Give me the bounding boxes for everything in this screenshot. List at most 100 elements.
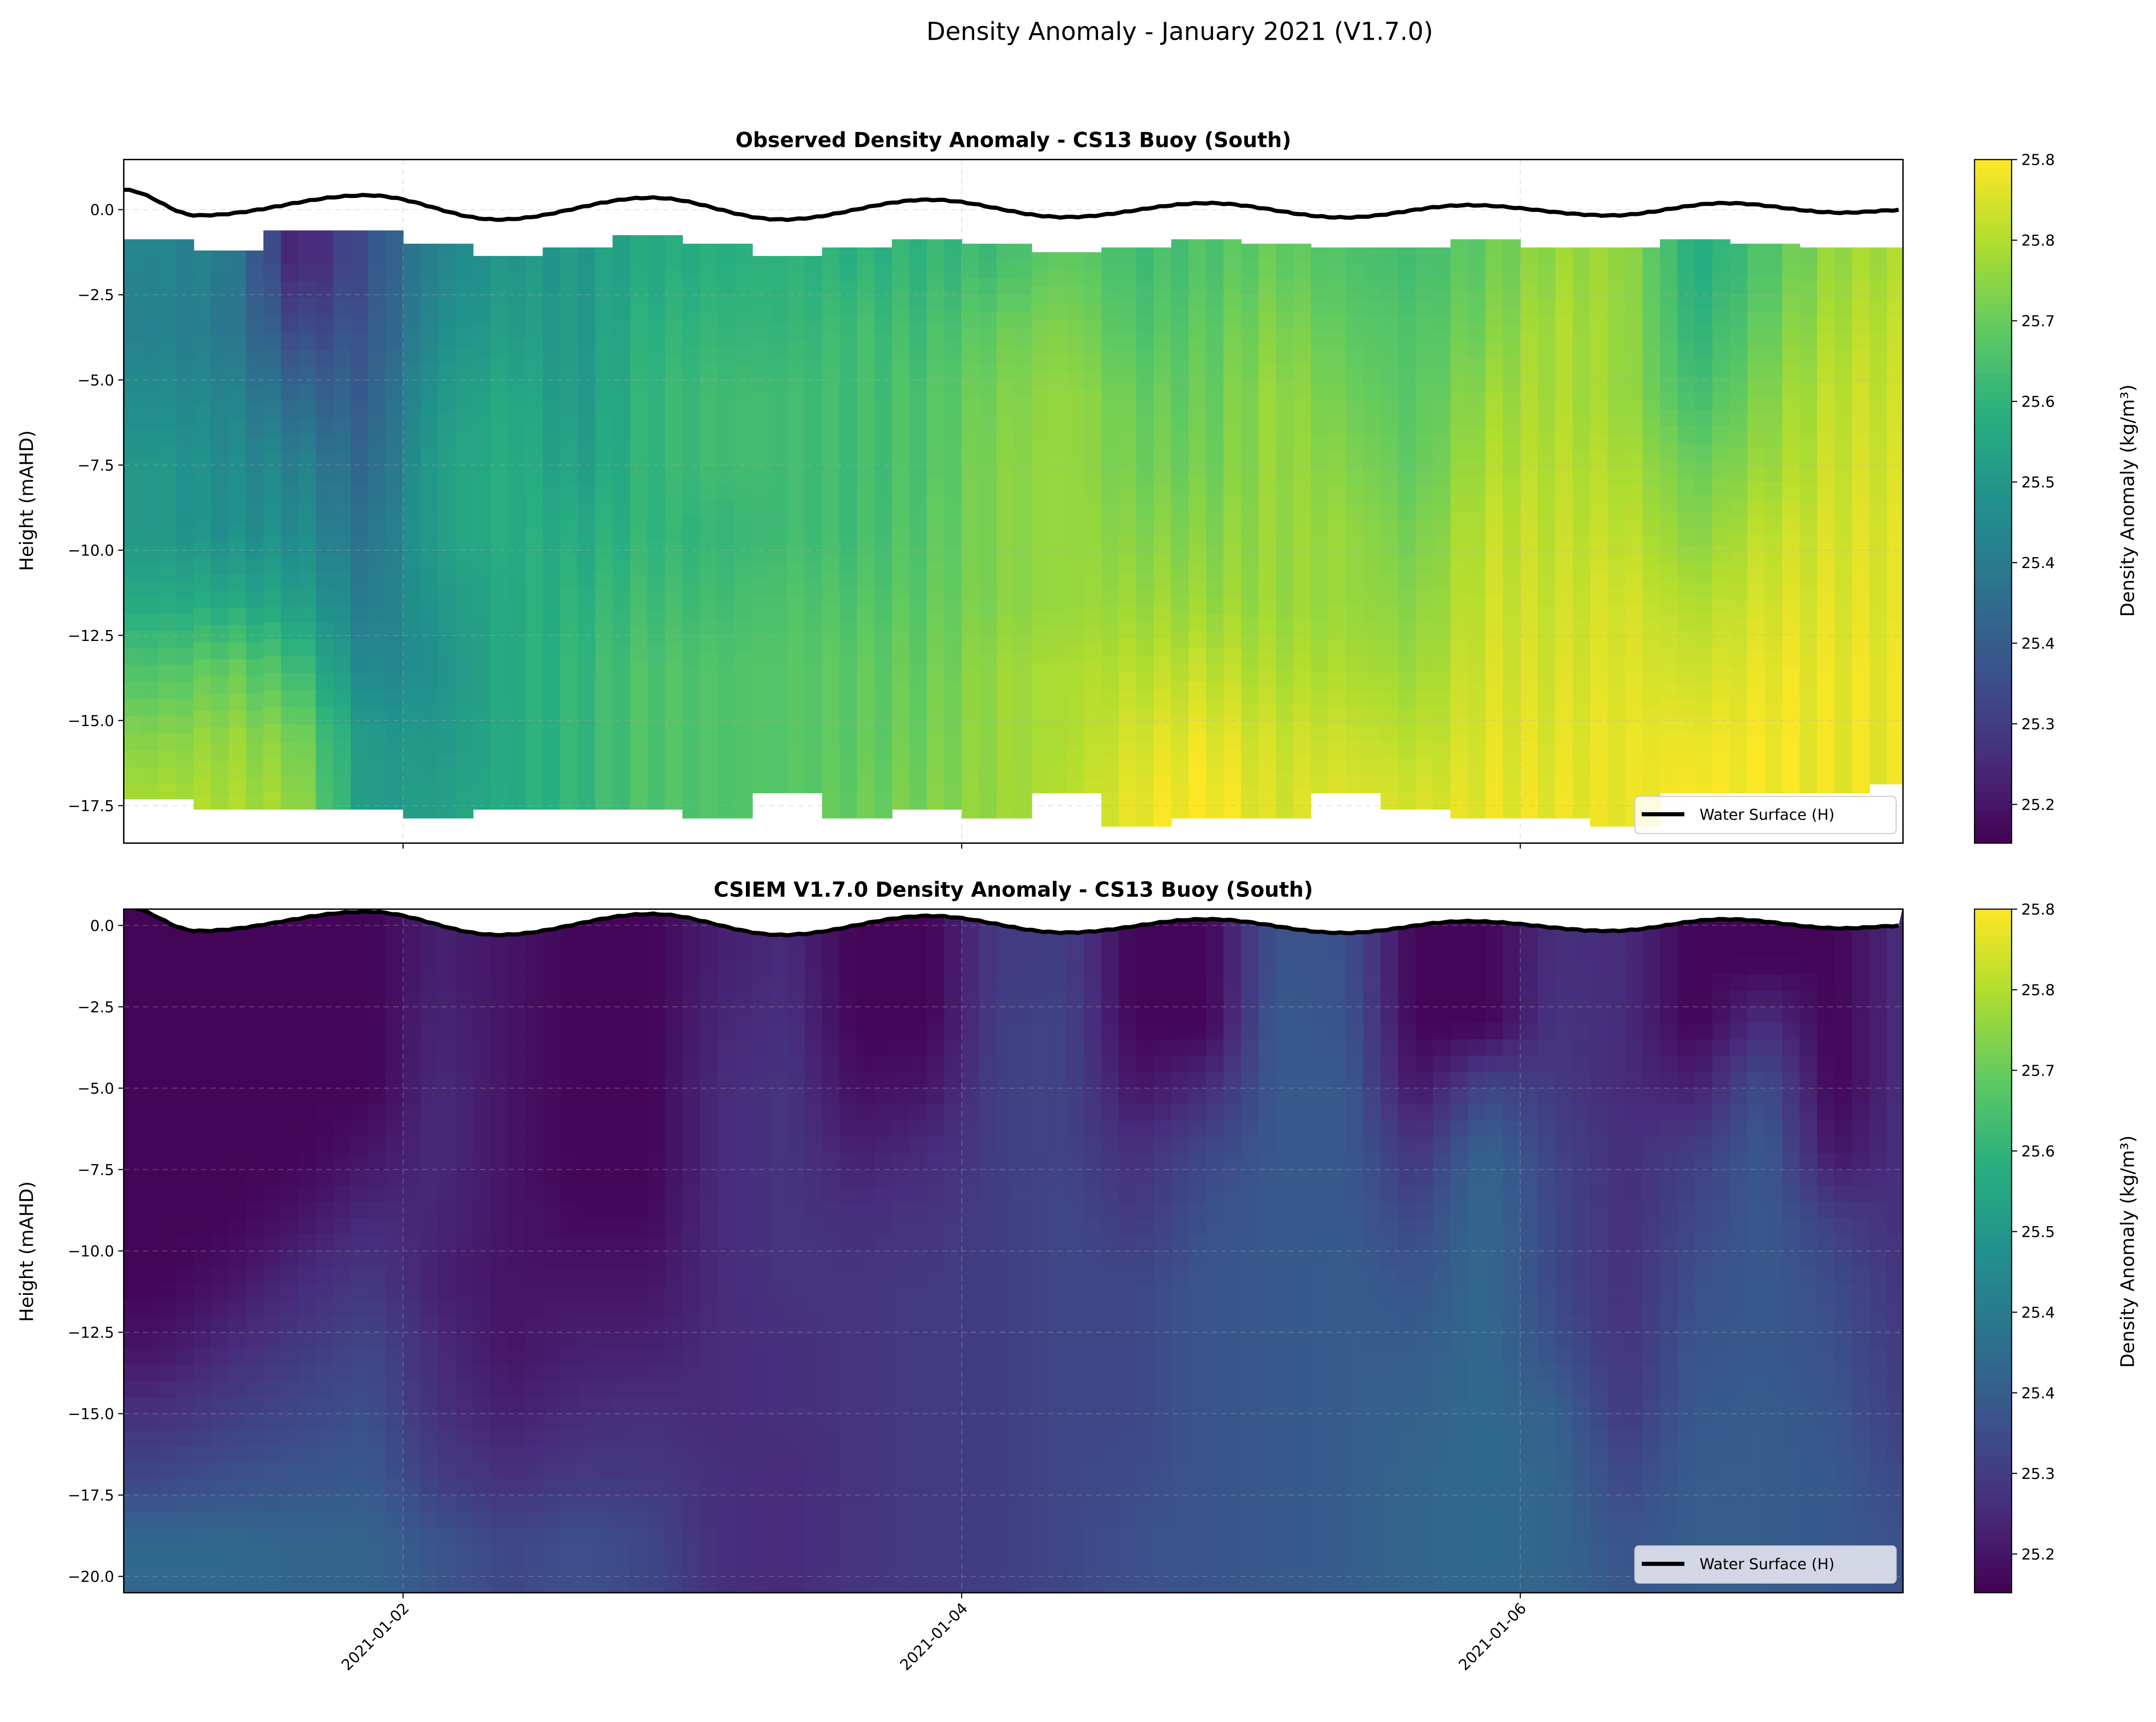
colorbar-segment [1974, 433, 2012, 443]
heatmap-cell [560, 332, 578, 350]
heatmap-cell [351, 1348, 369, 1366]
heatmap-cell [1852, 673, 1870, 691]
heatmap-cell [1450, 733, 1469, 751]
heatmap-cell [351, 1202, 369, 1219]
heatmap-cell [1485, 801, 1504, 819]
heatmap-cell [351, 1153, 369, 1170]
heatmap-cell [1048, 541, 1067, 560]
heatmap-cell [769, 647, 788, 665]
heatmap-cell [525, 784, 544, 802]
heatmap-cell [1416, 673, 1434, 691]
heatmap-cell [507, 631, 526, 648]
heatmap-cell [1520, 519, 1539, 538]
heatmap-cell [996, 550, 1015, 568]
heatmap-cell [1328, 639, 1347, 657]
heatmap-cell [176, 1299, 194, 1317]
heatmap-cell [1677, 273, 1696, 291]
heatmap-cell [1695, 614, 1713, 632]
heatmap-cell [1468, 256, 1486, 274]
heatmap-cell [1729, 669, 1748, 687]
heatmap-cell [1520, 503, 1539, 521]
heatmap-cell [490, 1267, 508, 1284]
heatmap-cell [1538, 673, 1556, 691]
y-tick-label: −12.5 [68, 628, 114, 645]
colorbar-segment [1974, 193, 2012, 203]
heatmap-cell [298, 281, 316, 299]
heatmap-cell [630, 712, 648, 730]
heatmap-cell [333, 1462, 352, 1479]
heatmap-cell [420, 1511, 439, 1529]
heatmap-cell [1712, 631, 1730, 649]
heatmap-cell [385, 1543, 404, 1561]
heatmap-cell [298, 230, 316, 248]
heatmap-cell [1695, 733, 1713, 751]
heatmap-cell [647, 695, 666, 713]
heatmap-cell [438, 1267, 456, 1284]
heatmap-cell [595, 1495, 614, 1512]
heatmap-cell [787, 273, 805, 291]
heatmap-cell [1328, 724, 1347, 742]
heatmap-cell [1572, 792, 1591, 810]
heatmap-cell [1398, 639, 1417, 657]
heatmap-cell [1188, 648, 1207, 666]
heatmap-cell [1084, 439, 1102, 457]
colorbar-segment [1974, 552, 2012, 562]
heatmap-cell [1346, 792, 1364, 793]
heatmap-cell [682, 1560, 701, 1577]
heatmap-cell [455, 550, 474, 568]
heatmap-cell [1276, 244, 1294, 261]
heatmap-cell [1607, 435, 1626, 452]
heatmap-cell [577, 925, 596, 943]
heatmap-cell [630, 1120, 648, 1138]
heatmap-cell [1642, 758, 1661, 776]
heatmap-cell [909, 307, 927, 325]
heatmap-cell [1433, 622, 1451, 640]
heatmap-cell [1485, 784, 1504, 802]
heatmap-cell [1031, 252, 1050, 270]
heatmap-cell [211, 284, 229, 302]
heatmap-cell [1485, 546, 1504, 564]
heatmap-cell [1398, 418, 1417, 436]
heatmap-cell [1154, 537, 1172, 555]
heatmap-cell [281, 1153, 299, 1170]
heatmap-cell [752, 631, 770, 648]
heatmap-cell [560, 1446, 578, 1464]
heatmap-cell [1538, 605, 1556, 623]
heatmap-cell [385, 316, 404, 333]
heatmap-cell [420, 703, 439, 721]
heatmap-cell [1136, 537, 1155, 555]
heatmap-cell [1048, 661, 1067, 679]
heatmap-cell [630, 1202, 648, 1219]
heatmap-cell [1450, 273, 1469, 291]
heatmap-cell [228, 319, 247, 336]
heatmap-cell [1765, 669, 1783, 687]
heatmap-cell [1363, 451, 1381, 470]
heatmap-cell [1765, 414, 1783, 432]
heatmap-cell [647, 1055, 666, 1073]
heatmap-cell [613, 371, 631, 389]
heatmap-cell [1712, 495, 1730, 512]
heatmap-cell [909, 699, 927, 717]
heatmap-cell [1538, 316, 1556, 333]
heatmap-cell [909, 341, 927, 359]
heatmap-cell [438, 1348, 456, 1366]
heatmap-cell [1590, 468, 1608, 487]
heatmap-cell [490, 613, 508, 632]
heatmap-cell [1206, 477, 1225, 496]
heatmap-cell [403, 1120, 421, 1138]
heatmap-cell [315, 400, 334, 419]
heatmap-cell [315, 571, 334, 589]
heatmap-cell [682, 1267, 701, 1284]
heatmap-cell [507, 255, 526, 274]
heatmap-cell [1188, 750, 1207, 768]
heatmap-cell [176, 1528, 194, 1545]
heatmap-cell [630, 1267, 648, 1284]
heatmap-cell [1765, 465, 1783, 483]
heatmap-cell [839, 707, 858, 725]
heatmap-cell [822, 571, 840, 589]
heatmap-cell [1433, 758, 1451, 776]
heatmap-cell [1747, 652, 1766, 670]
heatmap-cell [1310, 792, 1329, 793]
heatmap-cell [1869, 503, 1888, 521]
heatmap-cell [1677, 699, 1696, 717]
